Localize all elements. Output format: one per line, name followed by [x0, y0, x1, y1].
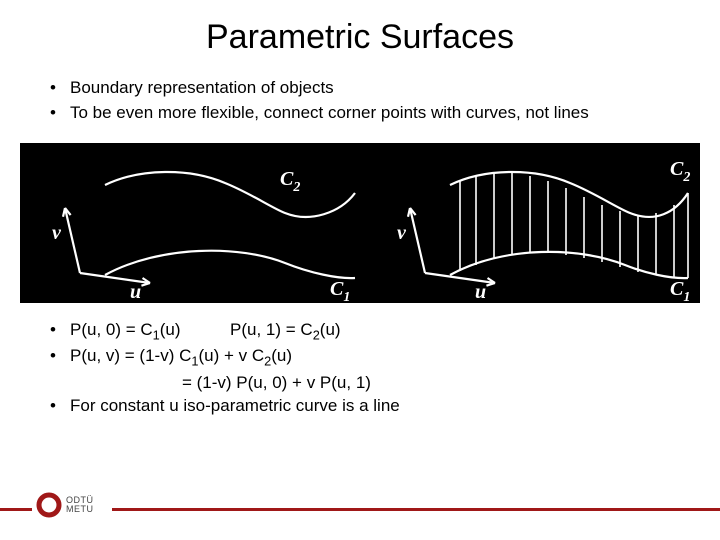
- page-title: Parametric Surfaces: [0, 0, 720, 69]
- svg-text:u: u: [475, 281, 486, 303]
- svg-text:C2: C2: [670, 158, 690, 185]
- logo-text: ODTÜ METU: [66, 496, 94, 515]
- bullets-top: • Boundary representation of objects • T…: [0, 69, 720, 137]
- bullet-item: • For constant u iso-parametric curve is…: [50, 395, 680, 418]
- logo-ring-icon: [36, 492, 62, 518]
- bullet-item: • P(u, 0) = C1(u) P(u, 1) = C2(u): [50, 319, 680, 344]
- svg-text:C2: C2: [280, 168, 300, 195]
- footer: ODTÜ METU: [0, 492, 720, 526]
- odtu-logo: ODTÜ METU: [32, 488, 112, 522]
- svg-text:C1: C1: [670, 278, 690, 303]
- bullet-text: To be even more flexible, connect corner…: [70, 102, 680, 125]
- equation-2: P(u, v) = (1-v) C1(u) + v C2(u): [70, 345, 680, 370]
- svg-text:C1: C1: [330, 278, 350, 303]
- bullet-item: • To be even more flexible, connect corn…: [50, 102, 680, 125]
- equation-1: P(u, 0) = C1(u) P(u, 1) = C2(u): [70, 319, 680, 344]
- bullet-item: • Boundary representation of objects: [50, 77, 680, 100]
- bullet-item: • P(u, v) = (1-v) C1(u) + v C2(u): [50, 345, 680, 370]
- bullet-text: For constant u iso-parametric curve is a…: [70, 395, 680, 418]
- svg-text:u: u: [130, 281, 141, 303]
- bullets-bottom: • P(u, 0) = C1(u) P(u, 1) = C2(u) • P(u,…: [0, 309, 720, 418]
- equation-2b: = (1-v) P(u, 0) + v P(u, 1): [50, 372, 680, 395]
- diagram: u v C1 C2 u v C1 C2: [20, 143, 700, 303]
- svg-text:v: v: [397, 222, 407, 244]
- svg-text:v: v: [52, 222, 62, 244]
- bullet-text: Boundary representation of objects: [70, 77, 680, 100]
